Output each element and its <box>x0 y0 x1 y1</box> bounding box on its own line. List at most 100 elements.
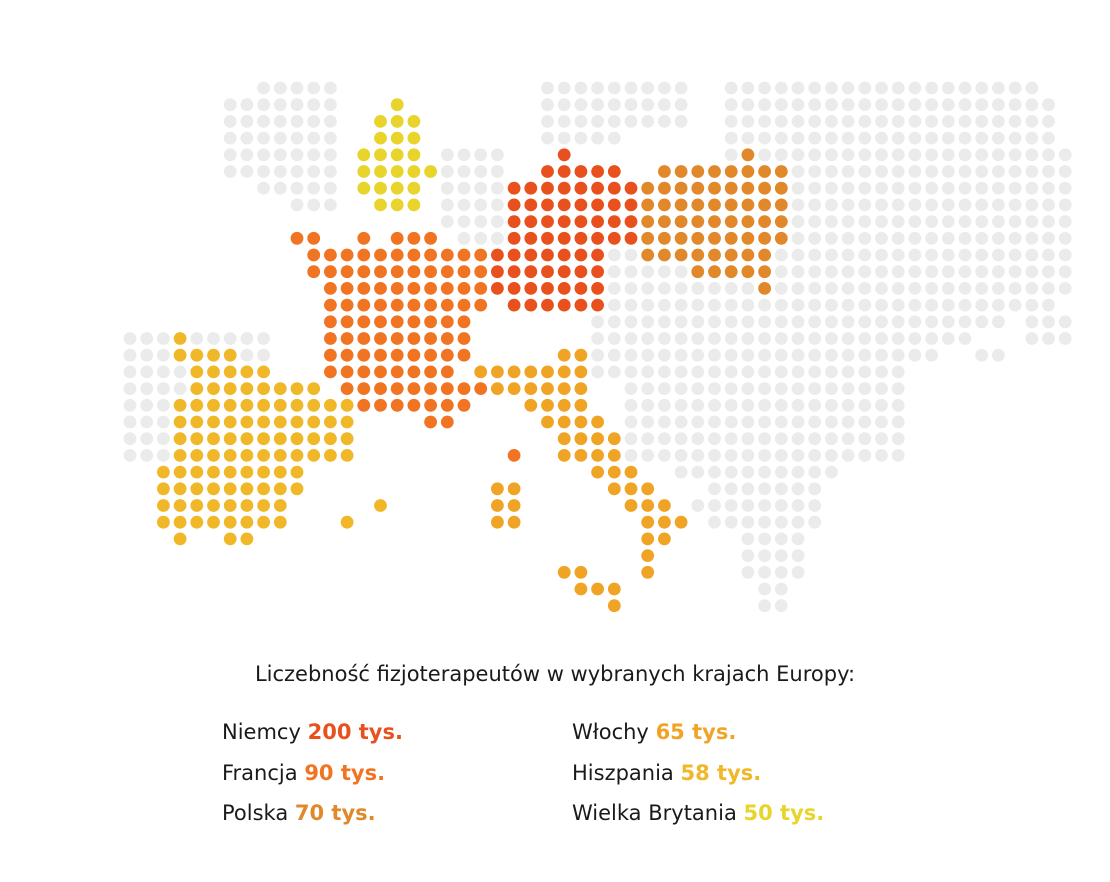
map-dot <box>307 131 321 145</box>
country-dot <box>774 198 788 212</box>
map-dot <box>858 165 872 178</box>
dot-map <box>123 81 1072 613</box>
map-dot <box>891 115 905 128</box>
map-dot <box>808 315 822 329</box>
map-dot <box>825 282 838 295</box>
country-dot <box>173 515 187 529</box>
country-dot <box>257 365 270 379</box>
map-dot <box>724 499 738 512</box>
country-dot <box>357 248 371 262</box>
country-dot <box>574 432 588 446</box>
country-dot <box>574 165 588 178</box>
map-dot <box>875 115 888 128</box>
map-dot <box>140 398 154 412</box>
map-dot <box>958 298 972 312</box>
country-dot <box>223 482 237 496</box>
country-dot <box>374 348 387 362</box>
country-dot <box>758 231 771 245</box>
country-dot <box>157 465 170 479</box>
map-dot <box>825 348 838 362</box>
map-dot <box>758 415 771 429</box>
country-dot <box>273 415 287 429</box>
legend-entry: Polska 70 tys. <box>222 793 403 834</box>
map-dot <box>157 432 170 446</box>
country-dot <box>541 415 554 429</box>
map-dot <box>674 98 688 112</box>
country-dot <box>440 265 454 279</box>
map-dot <box>825 148 838 162</box>
map-dot <box>958 98 972 112</box>
map-dot <box>774 582 788 596</box>
map-dot <box>808 415 822 429</box>
country-dot <box>524 365 538 379</box>
country-dot <box>574 282 588 295</box>
map-dot <box>992 348 1005 362</box>
map-dot <box>958 215 972 229</box>
map-dot <box>891 248 905 262</box>
map-dot <box>875 181 888 195</box>
country-dot <box>607 582 621 596</box>
country-dot <box>541 181 554 195</box>
map-dot <box>123 449 137 462</box>
country-dot <box>190 499 204 512</box>
map-dot <box>591 348 604 362</box>
country-dot <box>240 499 254 512</box>
country-dot <box>374 398 387 412</box>
map-dot <box>624 265 638 279</box>
map-dot <box>1008 282 1022 295</box>
map-dot <box>975 165 989 178</box>
map-dot <box>825 265 838 279</box>
map-dot <box>808 465 822 479</box>
map-dot <box>758 499 771 512</box>
map-dot <box>875 148 888 162</box>
country-dot <box>257 449 270 462</box>
map-dot <box>290 165 304 178</box>
map-dot <box>491 231 504 245</box>
country-dot <box>324 432 337 446</box>
map-dot <box>1008 81 1022 95</box>
country-dot <box>557 265 571 279</box>
country-dot <box>691 181 705 195</box>
country-dot <box>273 398 287 412</box>
map-dot <box>257 98 270 112</box>
map-dot <box>223 131 237 145</box>
country-dot <box>557 148 571 162</box>
map-dot <box>273 148 287 162</box>
map-dot <box>574 81 588 95</box>
country-dot <box>591 449 604 462</box>
country-dot <box>474 298 488 312</box>
map-dot <box>908 148 922 162</box>
map-dot <box>791 181 805 195</box>
country-dot <box>574 382 588 395</box>
map-dot <box>1058 315 1072 329</box>
map-dot <box>791 215 805 229</box>
map-dot <box>925 265 938 279</box>
country-dot <box>491 382 504 395</box>
legend-entry: Hiszpania 58 tys. <box>572 753 824 794</box>
map-dot <box>290 148 304 162</box>
map-dot <box>841 398 855 412</box>
country-dot <box>741 231 755 245</box>
country-dot <box>374 265 387 279</box>
map-dot <box>557 115 571 128</box>
map-dot <box>875 248 888 262</box>
map-dot <box>1008 148 1022 162</box>
map-dot <box>791 365 805 379</box>
map-dot <box>992 298 1005 312</box>
map-dot <box>958 81 972 95</box>
country-dot <box>290 382 304 395</box>
map-dot <box>257 131 270 145</box>
country-dot <box>324 315 337 329</box>
country-dot <box>190 415 204 429</box>
map-dot <box>808 482 822 496</box>
map-dot <box>858 332 872 345</box>
country-dot <box>724 248 738 262</box>
map-dot <box>741 565 755 579</box>
map-dot <box>975 248 989 262</box>
map-dot <box>641 382 655 395</box>
map-dot <box>858 81 872 95</box>
country-dot <box>273 482 287 496</box>
map-dot <box>708 432 721 446</box>
map-dot <box>140 449 154 462</box>
country-dot <box>457 298 471 312</box>
